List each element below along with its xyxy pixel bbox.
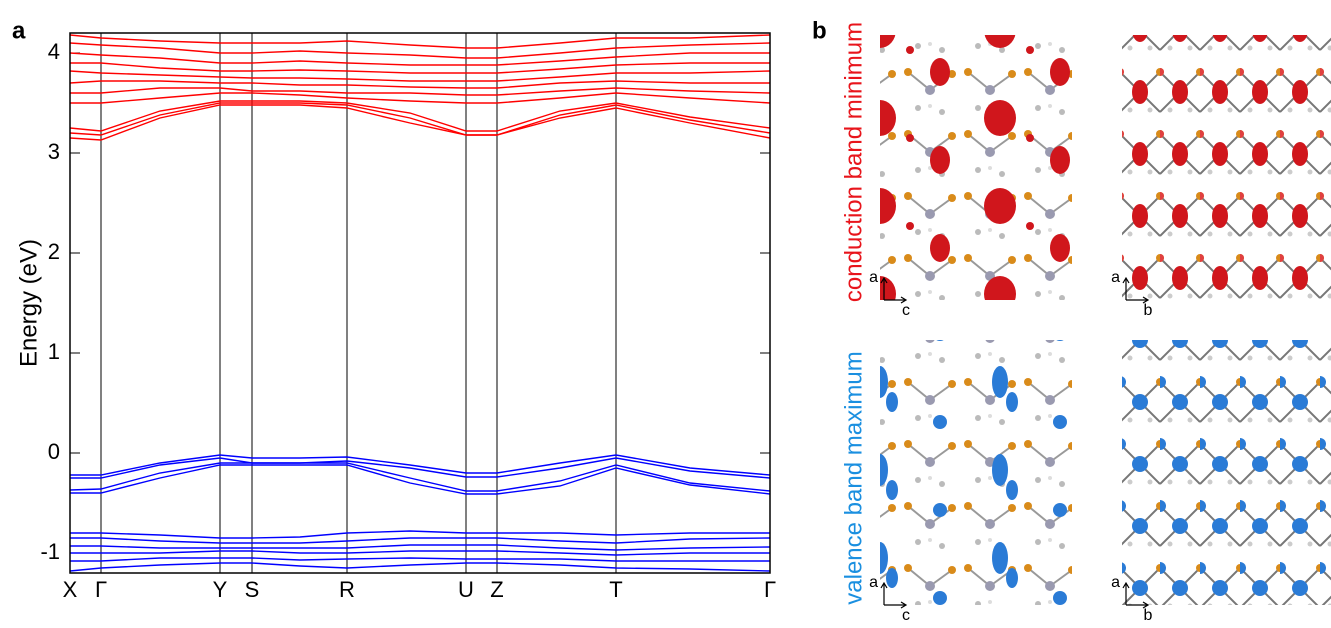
band-line (70, 42, 770, 59)
x-tick-label: X (63, 577, 78, 602)
panel-label: a (12, 17, 26, 44)
band-line (70, 550, 770, 556)
band-line (70, 537, 770, 544)
band-line (70, 457, 770, 479)
axis-direction: a (1111, 269, 1120, 286)
row-label: valence band maximum (840, 351, 867, 604)
axis-direction: a (869, 269, 878, 286)
band-line (70, 34, 770, 49)
band-line (70, 87, 770, 96)
band-line (70, 102, 770, 136)
structure-images (880, 35, 1331, 605)
band-line (70, 70, 770, 82)
band-line (70, 562, 770, 572)
band-line (70, 104, 770, 141)
axis-direction: c (902, 607, 910, 623)
x-tick-label: T (609, 577, 622, 602)
x-tick-label: Γ (95, 577, 107, 602)
y-tick-label: 4 (48, 39, 60, 64)
panel-label: b (812, 17, 827, 44)
band-line (70, 557, 770, 562)
y-tick-label: 2 (48, 239, 60, 264)
band-line (70, 544, 770, 551)
axis-direction: b (1144, 302, 1153, 319)
axis-direction: a (1111, 574, 1120, 591)
axis-arrow (880, 276, 908, 304)
y-axis-label: Energy (eV) (15, 239, 42, 367)
x-tick-label: Y (213, 577, 228, 602)
axis-direction: c (902, 302, 910, 319)
axis-arrow (1122, 276, 1150, 304)
band-line (70, 92, 770, 104)
y-tick-label: 3 (48, 139, 60, 164)
axis-arrow (880, 581, 908, 609)
orbital-density (880, 35, 1072, 300)
x-tick-label: U (458, 577, 474, 602)
band-line (70, 462, 770, 492)
x-tick-label: S (245, 577, 260, 602)
row-label: conduction band minimum (840, 22, 867, 302)
orbital-density (1122, 340, 1331, 605)
orbital-density (880, 340, 1072, 605)
band-line (70, 80, 770, 89)
band-line (70, 454, 770, 476)
band-line (70, 464, 770, 495)
orbital-density (1122, 35, 1331, 300)
x-tick-label: Z (490, 577, 503, 602)
band-line (70, 62, 770, 74)
x-tick-label: Γ (764, 577, 776, 602)
band-line (70, 530, 770, 539)
band-line (70, 52, 770, 66)
axis-direction: b (1144, 607, 1153, 623)
axis-direction: a (869, 574, 878, 591)
band-line (70, 100, 770, 132)
y-tick-label: -1 (40, 539, 60, 564)
x-tick-label: R (339, 577, 355, 602)
plot-frame (69, 32, 771, 574)
y-tick-label: 0 (48, 439, 60, 464)
y-tick-label: 1 (48, 339, 60, 364)
axis-arrow (1122, 581, 1150, 609)
